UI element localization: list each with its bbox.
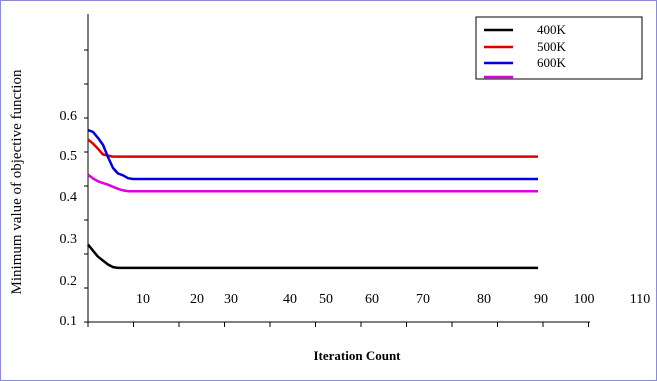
series-line-500k [87, 138, 538, 158]
y-tick-label: 0.2 [60, 274, 78, 289]
series-line-unnamed-3 [87, 173, 538, 193]
x-tick-label: 110 [630, 292, 650, 307]
legend-label: 600K [537, 55, 567, 70]
x-tick-label: 70 [416, 292, 430, 307]
x-tick-label: 100 [574, 292, 595, 307]
y-tick-labels: 0.1 0.2 0.3 0.4 0.5 0.6 [60, 109, 78, 329]
x-tick-labels: 10 20 30 40 50 60 70 80 90 100 110 [136, 292, 650, 307]
x-tick-label: 50 [319, 292, 333, 307]
x-axis-title: Iteration Count [313, 348, 401, 363]
y-tick-label: 0.6 [60, 109, 78, 124]
y-tick-marks [84, 49, 88, 323]
x-tick-marks [87, 322, 589, 327]
x-tick-label: 60 [365, 292, 379, 307]
x-tick-label: 20 [190, 292, 204, 307]
legend-label: 400K [537, 22, 567, 37]
x-tick-label: 40 [283, 292, 297, 307]
y-tick-label: 0.3 [60, 232, 78, 247]
y-axis-title: Minimum value of objective function [9, 69, 25, 294]
series-line-600k [87, 128, 538, 181]
y-tick-label: 0.4 [60, 190, 78, 205]
series-lines [87, 128, 538, 270]
series-line-400k [87, 243, 538, 270]
x-tick-label: 90 [534, 292, 548, 307]
x-tick-label: 10 [136, 292, 150, 307]
x-tick-label: 30 [224, 292, 238, 307]
x-tick-label: 80 [477, 292, 491, 307]
y-tick-label: 0.1 [60, 314, 78, 329]
legend-label: 500K [537, 39, 567, 54]
y-tick-label: 0.5 [60, 149, 78, 164]
